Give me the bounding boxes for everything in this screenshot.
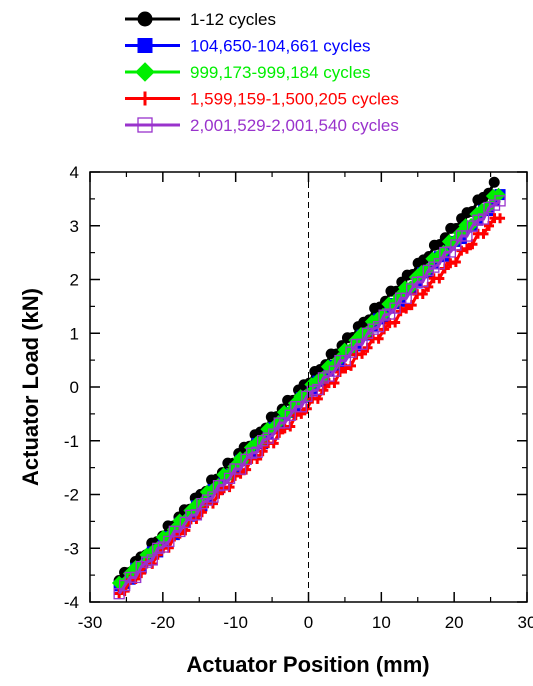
data-point <box>312 383 324 396</box>
x-tick-label: -20 <box>151 613 176 632</box>
data-point <box>251 446 263 458</box>
data-point <box>207 491 219 503</box>
data-point <box>372 321 385 333</box>
legend-item-5: 2,001,529-2,001,540 cycles <box>125 116 399 135</box>
y-tick-label: -2 <box>64 486 79 505</box>
legend-item-1: 1-12 cycles <box>125 10 276 29</box>
data-point <box>434 273 445 284</box>
legend: 1-12 cycles 104,650-104,661 cycles 999,173… <box>125 10 399 135</box>
y-tick-label: -4 <box>64 593 79 612</box>
plot-area <box>111 176 506 600</box>
legend-marker <box>137 38 153 53</box>
y-axis-title: Actuator Load (kN) <box>18 288 43 486</box>
legend-label: 1-12 cycles <box>190 10 276 29</box>
data-point <box>450 256 461 267</box>
data-point <box>478 228 489 239</box>
data-point <box>401 303 412 314</box>
legend-item-4: 1,599,159-1,500,205 cycles <box>125 90 399 109</box>
x-tick-label: 0 <box>304 613 313 632</box>
data-point <box>268 428 280 440</box>
x-tick-label: 20 <box>445 613 464 632</box>
y-tick-label: -3 <box>64 539 79 558</box>
data-point <box>494 195 506 207</box>
legend-marker <box>137 117 153 133</box>
data-point <box>488 176 500 188</box>
x-axis-title: Actuator Position (mm) <box>186 652 429 677</box>
y-tick-label: 2 <box>70 271 79 290</box>
y-tick-label: 4 <box>70 163 79 182</box>
y-tick-label: 3 <box>70 217 79 236</box>
series-3 <box>111 187 506 591</box>
legend-marker <box>135 62 155 82</box>
data-point <box>461 243 472 254</box>
data-point <box>477 213 490 225</box>
data-point <box>357 348 368 359</box>
data-point <box>146 554 158 566</box>
data-point <box>495 213 506 224</box>
data-point <box>356 338 368 350</box>
data-point <box>433 258 445 270</box>
x-tick-label: 30 <box>518 613 533 632</box>
legend-label: 2,001,529-2,001,540 cycles <box>190 116 399 135</box>
data-point <box>417 276 429 288</box>
data-point <box>417 288 428 299</box>
series-5 <box>113 195 506 600</box>
x-tick-label: -30 <box>78 613 103 632</box>
data-point <box>130 571 142 584</box>
legend-label: 1,599,159-1,500,205 cycles <box>190 90 399 109</box>
legend-item-3: 999,173-999,184 cycles <box>125 62 371 82</box>
y-tick-label: 1 <box>70 324 79 343</box>
data-point <box>190 509 203 521</box>
series-1 <box>113 176 500 586</box>
legend-label: 104,650-104,661 cycles <box>190 37 371 56</box>
series-4 <box>114 213 506 599</box>
legend-marker <box>138 91 152 106</box>
legend-marker <box>137 11 153 27</box>
x-tick-label: -10 <box>223 613 248 632</box>
legend-label: 999,173-999,184 cycles <box>190 63 371 82</box>
x-tick-label: 10 <box>372 613 391 632</box>
data-point <box>373 333 384 344</box>
legend-item-2: 104,650-104,661 cycles <box>125 37 371 56</box>
y-tick-label: 0 <box>70 378 79 397</box>
y-tick-label: -1 <box>64 432 79 451</box>
